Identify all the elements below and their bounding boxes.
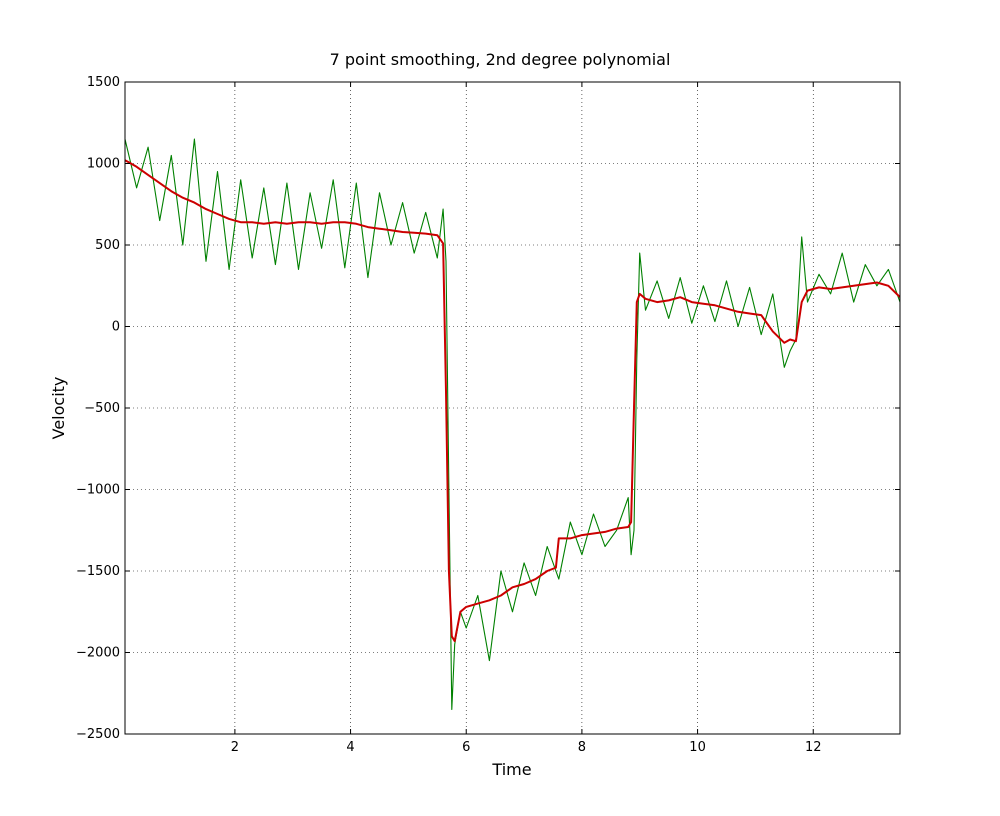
- y-tick-label: 1500: [87, 75, 120, 90]
- series-smoothed-line: [125, 159, 900, 643]
- y-tick-label: −500: [84, 401, 120, 416]
- x-tick-label: 6: [462, 740, 470, 755]
- x-tick-label: 4: [346, 740, 354, 755]
- x-tick-label: 12: [805, 740, 822, 755]
- x-tick-label: 10: [689, 740, 706, 755]
- ticks: 2 4 6 8 10 12 1500 1000 500 0 −500 −1000 −1500 −2000 −…: [76, 75, 900, 755]
- y-tick-label: 1000: [87, 157, 120, 172]
- series-raw-line: [125, 138, 900, 711]
- y-tick-label: −1500: [76, 564, 120, 579]
- y-tick-label: −2000: [76, 646, 120, 661]
- y-tick-label: −1000: [76, 483, 120, 498]
- y-tick-label: 0: [112, 320, 120, 335]
- plot-series: [125, 138, 900, 711]
- chart-title: 7 point smoothing, 2nd degree polynomial: [330, 50, 671, 69]
- grid: [125, 82, 900, 734]
- y-tick-label: −2500: [76, 727, 120, 742]
- y-tick-label: 500: [95, 238, 120, 253]
- x-tick-label: 8: [578, 740, 586, 755]
- x-tick-label: 2: [231, 740, 239, 755]
- y-axis-label: Velocity: [49, 377, 68, 440]
- x-axis-label: Time: [491, 760, 531, 779]
